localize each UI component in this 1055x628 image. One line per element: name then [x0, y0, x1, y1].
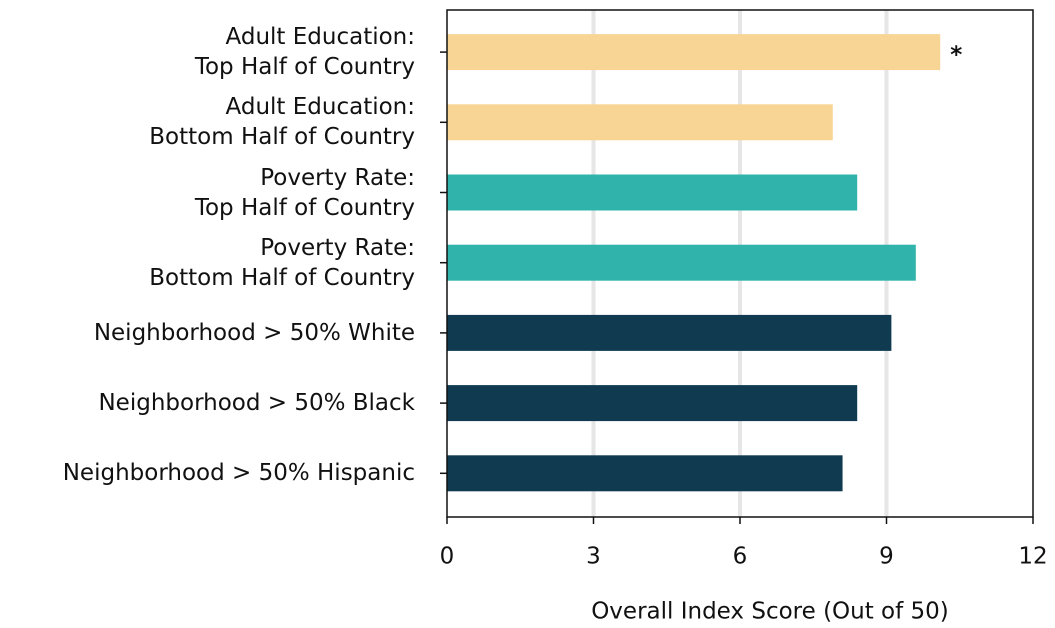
y-tick-label: Neighborhood > 50% Black	[98, 390, 415, 417]
bar	[447, 385, 858, 422]
bar	[447, 104, 833, 141]
y-tick-label: Neighborhood > 50% Hispanic	[62, 460, 415, 487]
y-tick-label: Neighborhood > 50% White	[93, 319, 415, 346]
y-tick-label: Poverty Rate: Bottom Half of Country	[149, 234, 415, 291]
x-tick-label: 12	[1018, 544, 1047, 570]
x-axis-title: Overall Index Score (Out of 50)	[591, 599, 949, 625]
bar	[447, 314, 892, 351]
bar	[447, 455, 843, 492]
x-tick-label: 6	[733, 544, 748, 570]
bar	[447, 244, 916, 281]
x-tick-label: 3	[586, 544, 601, 570]
x-tick-label: 0	[440, 544, 455, 570]
bar	[447, 34, 941, 71]
annotation: *	[950, 43, 962, 69]
y-tick-label: Adult Education: Bottom Half of Country	[149, 94, 415, 151]
plot-frame	[446, 9, 1034, 518]
x-tick-label: 9	[879, 544, 894, 570]
y-tick-label: Poverty Rate: Top Half of Country	[194, 164, 415, 221]
bar	[447, 174, 858, 211]
y-tick-label: Adult Education: Top Half of Country	[194, 24, 415, 81]
